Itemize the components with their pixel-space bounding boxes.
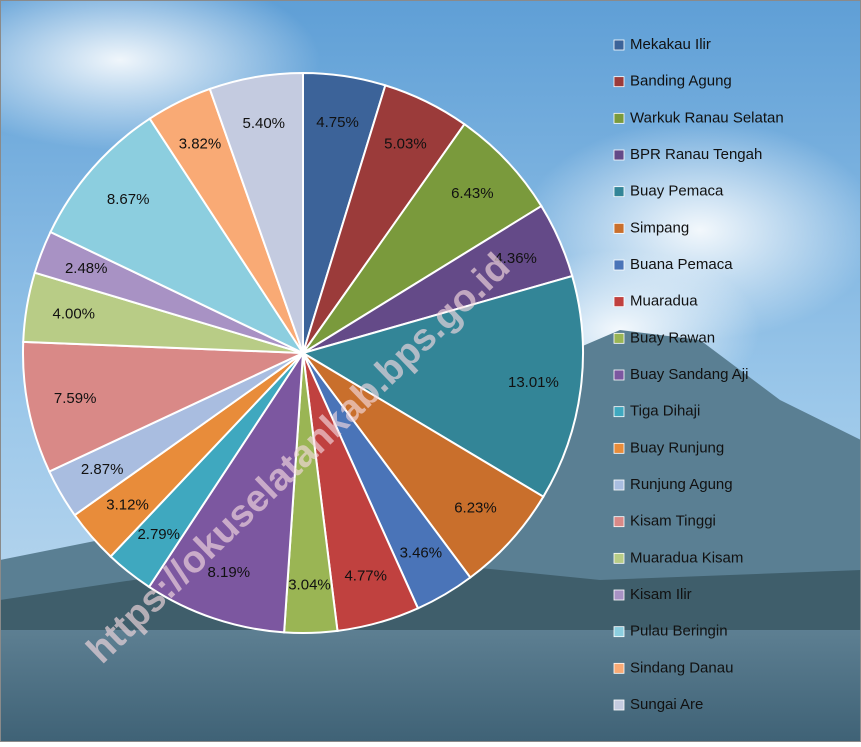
legend-swatch bbox=[613, 406, 625, 418]
pie-slice bbox=[22, 340, 304, 473]
legend-label: Kisam Ilir bbox=[630, 586, 692, 603]
legend-label: Buana Pemaca bbox=[630, 256, 733, 273]
legend-label: Kisam Tinggi bbox=[630, 513, 716, 530]
legend-label: Pulau Beringin bbox=[630, 623, 728, 640]
legend-label: Tiga Dihaji bbox=[630, 403, 700, 420]
legend-label: Buay Pemaca bbox=[630, 183, 724, 200]
data-label: 7.59% bbox=[54, 390, 97, 407]
legend-label: Buay Sandang Aji bbox=[630, 366, 748, 383]
legend-label: Sungai Are bbox=[630, 696, 703, 713]
legend-swatch bbox=[613, 479, 625, 491]
data-label: 3.46% bbox=[400, 544, 443, 561]
data-label: 2.79% bbox=[137, 526, 180, 543]
legend-swatch bbox=[613, 442, 625, 454]
legend-label: Runjung Agung bbox=[630, 476, 733, 493]
legend-label: Warkuk Ranau Selatan bbox=[630, 109, 784, 126]
legend-swatch bbox=[613, 516, 625, 528]
legend-label: Muaradua Kisam bbox=[630, 549, 743, 566]
legend-label: Buay Rawan bbox=[630, 329, 715, 346]
legend-label: BPR Ranau Tengah bbox=[630, 146, 762, 163]
legend-swatch bbox=[613, 296, 625, 308]
data-label: 3.12% bbox=[106, 496, 149, 513]
legend-swatch bbox=[613, 149, 625, 161]
data-label: 6.23% bbox=[454, 500, 497, 517]
legend-swatch bbox=[613, 552, 625, 564]
data-label: 4.00% bbox=[52, 306, 95, 323]
data-label: 4.77% bbox=[344, 568, 387, 585]
legend-swatch bbox=[613, 112, 625, 124]
legend-label: Buay Runjung bbox=[630, 439, 724, 456]
data-label: 2.87% bbox=[81, 461, 124, 478]
legend-swatch bbox=[613, 76, 625, 88]
legend: Mekakau Ilir Banding Agung Warkuk Ranau Se… bbox=[613, 36, 784, 713]
legend-swatch bbox=[613, 699, 625, 711]
pie: 4.75% 5.03% 6.43% 4.36% 13.01% 6.23% 3.46% 4.77… bbox=[22, 71, 584, 634]
data-label: 3.04% bbox=[288, 576, 331, 593]
pie-slice bbox=[208, 71, 304, 354]
legend-swatch bbox=[613, 626, 625, 638]
pie-slice bbox=[302, 122, 543, 354]
data-label: 5.40% bbox=[242, 115, 285, 132]
legend-swatch bbox=[613, 259, 625, 271]
pie-slice bbox=[49, 117, 306, 356]
legend-label: Sindang Danau bbox=[630, 659, 733, 676]
pie-slice bbox=[300, 274, 584, 499]
legend-swatch bbox=[613, 662, 625, 674]
data-label: 6.43% bbox=[451, 185, 494, 202]
legend-label: Simpang bbox=[630, 219, 689, 236]
legend-swatch bbox=[613, 589, 625, 601]
data-label: 5.03% bbox=[384, 135, 427, 152]
data-label: 4.75% bbox=[316, 114, 359, 131]
legend-label: Mekakau Ilir bbox=[630, 36, 711, 53]
legend-swatch bbox=[613, 222, 625, 234]
data-label: 13.01% bbox=[508, 374, 559, 391]
legend-swatch bbox=[613, 369, 625, 381]
data-label: 3.82% bbox=[179, 136, 222, 153]
data-label: 8.67% bbox=[107, 191, 150, 208]
legend-label: Muaradua bbox=[630, 293, 698, 310]
data-label: 4.36% bbox=[494, 250, 537, 267]
legend-swatch bbox=[613, 186, 625, 198]
legend-swatch bbox=[613, 332, 625, 344]
legend-swatch bbox=[613, 39, 625, 51]
data-label: 8.19% bbox=[208, 564, 251, 581]
pie-slice bbox=[147, 349, 305, 634]
data-label: 2.48% bbox=[65, 260, 108, 277]
legend-label: Banding Agung bbox=[630, 73, 732, 90]
